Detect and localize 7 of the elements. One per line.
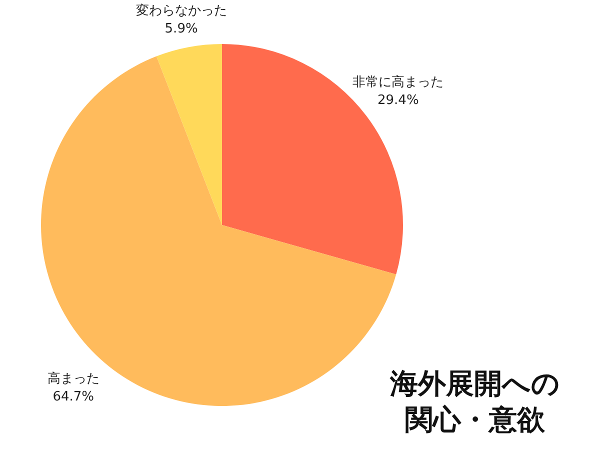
slice-label: 非常に高まった [352,74,444,90]
data-label: 5.9% [164,21,198,36]
text: 海外展開への関心・意欲 [388,366,561,438]
data-label: 64.7% [52,390,94,405]
slice-label: 高まった [47,370,100,387]
slice-label: 変わらなかった [136,2,227,18]
data-label: 29.4% [378,93,419,108]
